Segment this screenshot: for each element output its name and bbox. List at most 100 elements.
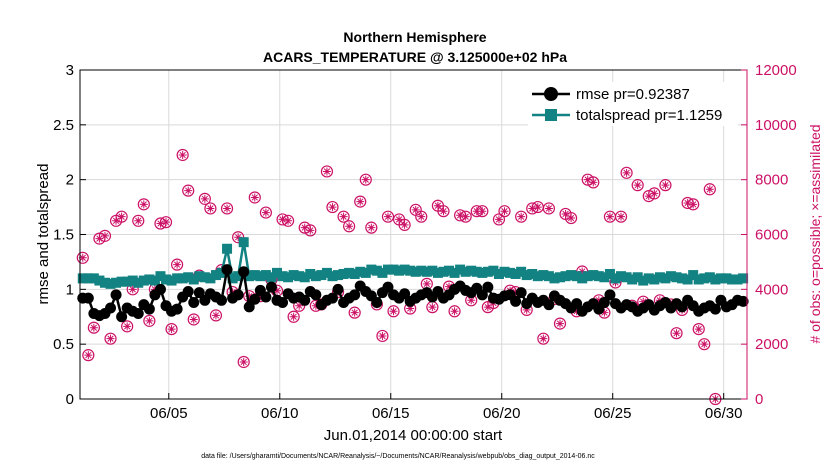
- totalspread-point: [149, 275, 160, 286]
- legend-box: [528, 82, 738, 126]
- totalspread-point: [715, 273, 726, 284]
- obs-possible-marker: [132, 214, 145, 227]
- obs-assimilated-marker: [239, 357, 248, 366]
- totalspread-point: [638, 275, 649, 286]
- obs-possible-marker: [171, 258, 184, 271]
- rmse-point: [154, 283, 166, 295]
- rmse-point: [193, 287, 205, 299]
- totalspread-point: [727, 274, 738, 285]
- obs-assimilated-marker: [594, 296, 603, 305]
- obs-possible-marker: [220, 202, 234, 215]
- obs-possible-marker: [281, 214, 295, 227]
- rmse-point: [216, 294, 228, 306]
- x-tick-label: 06/15: [372, 405, 410, 422]
- obs-assimilated-marker: [517, 212, 526, 221]
- totalspread-point: [249, 270, 260, 281]
- obs-assimilated-marker: [206, 204, 215, 213]
- obs-assimilated-marker: [339, 212, 348, 221]
- totalspread-point: [305, 268, 316, 279]
- legend-marker-rmse: [544, 87, 558, 101]
- rmse-point: [132, 307, 144, 319]
- rmse-point: [221, 264, 233, 276]
- y2-tick-label: 8000: [755, 172, 788, 189]
- totalspread-point: [161, 274, 172, 285]
- obs-possible-marker: [648, 187, 661, 200]
- obs-possible-marker: [492, 213, 506, 226]
- totalspread-point: [654, 272, 665, 283]
- totalspread-point: [410, 266, 421, 277]
- rmse-point: [604, 289, 616, 301]
- rmse-point: [399, 288, 411, 300]
- totalspread-point: [466, 265, 477, 276]
- obs-assimilated-marker: [272, 286, 281, 295]
- obs-possible-marker: [326, 200, 339, 214]
- obs-assimilated-marker: [350, 308, 359, 317]
- obs-possible-marker: [159, 216, 173, 229]
- y-tick-label: 2: [66, 172, 74, 189]
- rmse-point: [349, 289, 361, 301]
- obs-possible-marker: [143, 314, 156, 327]
- obs-assimilated-marker: [245, 292, 254, 301]
- rmse-point: [382, 281, 394, 293]
- totalspread-point: [649, 274, 660, 285]
- obs-possible-marker: [415, 210, 428, 223]
- rmse-point: [188, 296, 200, 308]
- rmse-point: [299, 294, 311, 306]
- totalspread-point: [127, 275, 138, 286]
- totalspread-point: [88, 273, 99, 284]
- y2-tick-label: 4000: [755, 281, 788, 298]
- rmse-point: [110, 289, 122, 301]
- totalspread-point: [493, 268, 504, 279]
- obs-assimilated-marker: [494, 215, 503, 224]
- obs-possible-marker: [692, 322, 705, 336]
- totalspread-point: [255, 271, 266, 282]
- rmse-point: [510, 295, 522, 307]
- y-tick-label: 1.5: [53, 227, 74, 244]
- obs-possible-marker: [614, 210, 628, 223]
- totalspread-point: [271, 267, 282, 278]
- totalspread-point: [738, 273, 749, 284]
- obs-possible-marker: [542, 202, 555, 215]
- x-tick-label: 06/20: [483, 405, 521, 422]
- obs-possible-marker: [287, 310, 300, 323]
- totalspread-point: [549, 273, 560, 284]
- obs-possible-marker: [498, 205, 511, 218]
- obs-assimilated-marker: [700, 340, 709, 349]
- obs-assimilated-marker: [522, 305, 531, 314]
- totalspread-point: [227, 273, 238, 284]
- obs-assimilated-marker: [400, 220, 409, 229]
- totalspread-point: [399, 264, 410, 275]
- totalspread-point: [632, 272, 643, 283]
- y2-tick-label: 2000: [755, 336, 788, 353]
- totalspread-point: [610, 273, 621, 284]
- obs-possible-marker: [354, 195, 367, 208]
- legend-marker-totalspread: [545, 109, 557, 121]
- obs-possible-marker: [620, 166, 633, 179]
- obs-assimilated-marker: [383, 212, 392, 221]
- obs-assimilated-marker: [378, 331, 387, 340]
- obs-assimilated-marker: [306, 226, 315, 235]
- obs-assimilated-marker: [250, 193, 259, 202]
- totalspread-point: [366, 264, 377, 275]
- totalspread-point: [427, 265, 438, 276]
- totalspread-point: [455, 264, 466, 275]
- totalspread-point: [604, 268, 615, 279]
- obs-possible-marker: [381, 210, 395, 223]
- obs-possible-marker: [76, 251, 89, 264]
- obs-possible-marker: [82, 349, 95, 362]
- totalspread-point: [244, 271, 255, 282]
- obs-assimilated-marker: [261, 208, 270, 217]
- totalspread-point: [704, 272, 715, 283]
- totalspread-point: [138, 275, 149, 286]
- y-tick-label: 0.5: [53, 336, 74, 353]
- totalspread-point: [338, 268, 349, 279]
- obs-possible-marker: [365, 221, 378, 234]
- chart-title: Northern Hemisphere: [343, 29, 486, 45]
- totalspread-point: [83, 273, 94, 284]
- rmse-point: [332, 283, 344, 295]
- totalspread-point: [516, 266, 527, 277]
- obs-assimilated-marker: [95, 234, 104, 243]
- y-tick-label: 2.5: [53, 117, 74, 134]
- totalspread-point: [210, 270, 221, 281]
